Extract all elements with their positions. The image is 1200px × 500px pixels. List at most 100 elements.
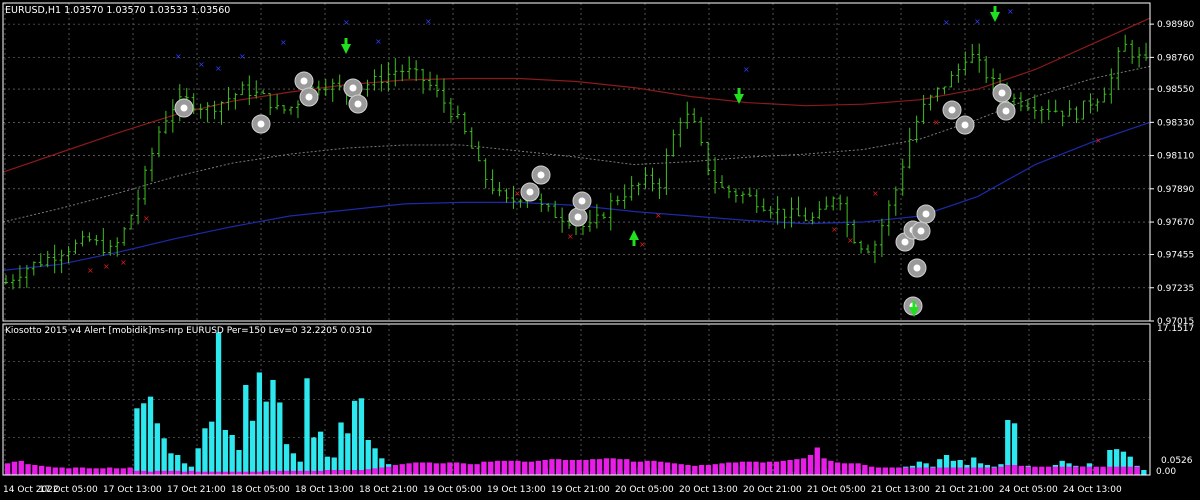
bear-histogram-bar[interactable] bbox=[875, 467, 882, 475]
bear-histogram-bar[interactable] bbox=[787, 459, 793, 475]
bear-histogram-bar[interactable] bbox=[583, 459, 589, 475]
bear-histogram-bar[interactable] bbox=[712, 464, 718, 475]
bear-histogram-bar[interactable] bbox=[73, 467, 79, 475]
bull-histogram-bar[interactable] bbox=[270, 379, 276, 475]
bull-histogram-bar[interactable] bbox=[1120, 451, 1127, 475]
bear-histogram-bar[interactable] bbox=[984, 467, 991, 475]
bear-histogram-bar[interactable] bbox=[52, 467, 58, 475]
bear-histogram-bar[interactable] bbox=[107, 467, 113, 475]
bear-histogram-bar[interactable] bbox=[943, 467, 950, 475]
bear-histogram-bar[interactable] bbox=[807, 454, 814, 475]
bear-histogram-bar[interactable] bbox=[794, 459, 800, 475]
bear-histogram-bar[interactable] bbox=[664, 462, 671, 475]
bull-histogram-bar[interactable] bbox=[188, 466, 194, 475]
bull-histogram-bar[interactable] bbox=[1127, 456, 1133, 475]
bear-histogram-bar[interactable] bbox=[732, 462, 739, 475]
bear-histogram-bar[interactable] bbox=[195, 471, 201, 475]
bear-histogram-bar[interactable] bbox=[651, 460, 657, 475]
bear-histogram-bar[interactable] bbox=[848, 463, 854, 475]
bear-histogram-bar[interactable] bbox=[488, 461, 494, 475]
bull-histogram-bar[interactable] bbox=[1113, 449, 1120, 475]
bear-histogram-bar[interactable] bbox=[277, 470, 283, 475]
bear-histogram-bar[interactable] bbox=[134, 470, 140, 475]
bull-histogram-bar[interactable] bbox=[331, 457, 337, 475]
bull-histogram-bar[interactable] bbox=[311, 437, 317, 475]
bull-histogram-bar[interactable] bbox=[229, 434, 235, 475]
bull-histogram-bar[interactable] bbox=[154, 423, 160, 475]
bear-histogram-bar[interactable] bbox=[181, 471, 188, 475]
bear-histogram-bar[interactable] bbox=[522, 461, 528, 475]
bear-histogram-bar[interactable] bbox=[950, 467, 956, 475]
bear-histogram-bar[interactable] bbox=[209, 471, 215, 475]
bear-histogram-bar[interactable] bbox=[1032, 466, 1038, 475]
bear-histogram-bar[interactable] bbox=[1066, 466, 1072, 475]
bear-histogram-bar[interactable] bbox=[311, 470, 317, 475]
bear-histogram-bar[interactable] bbox=[161, 470, 167, 475]
bear-histogram-bar[interactable] bbox=[256, 471, 263, 475]
bull-histogram-bar[interactable] bbox=[195, 448, 201, 475]
bear-histogram-bar[interactable] bbox=[501, 460, 507, 475]
bear-histogram-bar[interactable] bbox=[889, 467, 895, 475]
bear-histogram-bar[interactable] bbox=[971, 467, 977, 475]
bear-histogram-bar[interactable] bbox=[420, 462, 426, 475]
bull-histogram-bar[interactable] bbox=[277, 402, 283, 475]
bear-histogram-bar[interactable] bbox=[549, 459, 555, 475]
bear-histogram-bar[interactable] bbox=[896, 467, 902, 475]
bear-histogram-bar[interactable] bbox=[168, 470, 174, 475]
bear-histogram-bar[interactable] bbox=[814, 447, 820, 475]
bull-histogram-bar[interactable] bbox=[937, 459, 943, 475]
bull-histogram-bar[interactable] bbox=[971, 457, 977, 475]
bear-histogram-bar[interactable] bbox=[821, 458, 827, 475]
bear-histogram-bar[interactable] bbox=[1134, 466, 1140, 475]
bear-histogram-bar[interactable] bbox=[596, 459, 603, 475]
bull-histogram-bar[interactable] bbox=[345, 433, 351, 475]
bear-histogram-bar[interactable] bbox=[263, 470, 269, 475]
bull-histogram-bar[interactable] bbox=[141, 403, 147, 475]
bull-histogram-bar[interactable] bbox=[181, 463, 188, 475]
bear-histogram-bar[interactable] bbox=[739, 461, 746, 475]
bear-histogram-bar[interactable] bbox=[1107, 466, 1113, 475]
bear-histogram-bar[interactable] bbox=[841, 463, 848, 475]
bear-histogram-bar[interactable] bbox=[1073, 466, 1079, 475]
bear-histogram-bar[interactable] bbox=[120, 468, 126, 475]
bear-histogram-bar[interactable] bbox=[243, 471, 249, 475]
bear-histogram-bar[interactable] bbox=[658, 461, 664, 475]
bear-histogram-bar[interactable] bbox=[494, 460, 501, 475]
bear-histogram-bar[interactable] bbox=[379, 467, 385, 475]
bear-histogram-bar[interactable] bbox=[1025, 466, 1031, 475]
bear-histogram-bar[interactable] bbox=[528, 461, 535, 475]
bull-histogram-bar[interactable] bbox=[243, 384, 249, 475]
bear-histogram-bar[interactable] bbox=[358, 469, 365, 475]
bear-histogram-bar[interactable] bbox=[1127, 466, 1133, 475]
bull-histogram-bar[interactable] bbox=[202, 428, 208, 475]
bear-histogram-bar[interactable] bbox=[338, 469, 344, 475]
bear-histogram-bar[interactable] bbox=[542, 459, 548, 475]
bull-histogram-bar[interactable] bbox=[249, 420, 256, 475]
bear-histogram-bar[interactable] bbox=[467, 464, 473, 475]
bear-histogram-bar[interactable] bbox=[1113, 466, 1120, 475]
bear-histogram-bar[interactable] bbox=[304, 470, 310, 475]
bull-histogram-bar[interactable] bbox=[236, 449, 242, 475]
bear-histogram-bar[interactable] bbox=[474, 464, 480, 475]
bear-histogram-bar[interactable] bbox=[175, 470, 181, 475]
bear-histogram-bar[interactable] bbox=[93, 468, 99, 475]
bear-histogram-bar[interactable] bbox=[215, 471, 222, 475]
kiosotto-histogram[interactable] bbox=[5, 332, 1147, 475]
bear-histogram-bar[interactable] bbox=[719, 463, 725, 475]
bear-histogram-bar[interactable] bbox=[413, 462, 419, 475]
bear-histogram-bar[interactable] bbox=[1018, 465, 1025, 475]
bear-histogram-bar[interactable] bbox=[590, 459, 596, 475]
bear-histogram-bar[interactable] bbox=[66, 468, 72, 475]
bear-histogram-bar[interactable] bbox=[991, 467, 997, 475]
bear-histogram-bar[interactable] bbox=[317, 470, 324, 475]
bear-histogram-bar[interactable] bbox=[11, 461, 18, 475]
bull-histogram-bar[interactable] bbox=[365, 439, 371, 475]
bull-histogram-bar[interactable] bbox=[1005, 419, 1011, 475]
bull-histogram-bar[interactable] bbox=[943, 454, 950, 475]
bear-histogram-bar[interactable] bbox=[324, 469, 331, 475]
bull-histogram-bar[interactable] bbox=[256, 372, 263, 475]
bull-histogram-bar[interactable] bbox=[351, 400, 358, 475]
bear-histogram-bar[interactable] bbox=[617, 459, 623, 475]
bull-histogram-bar[interactable] bbox=[283, 444, 290, 475]
